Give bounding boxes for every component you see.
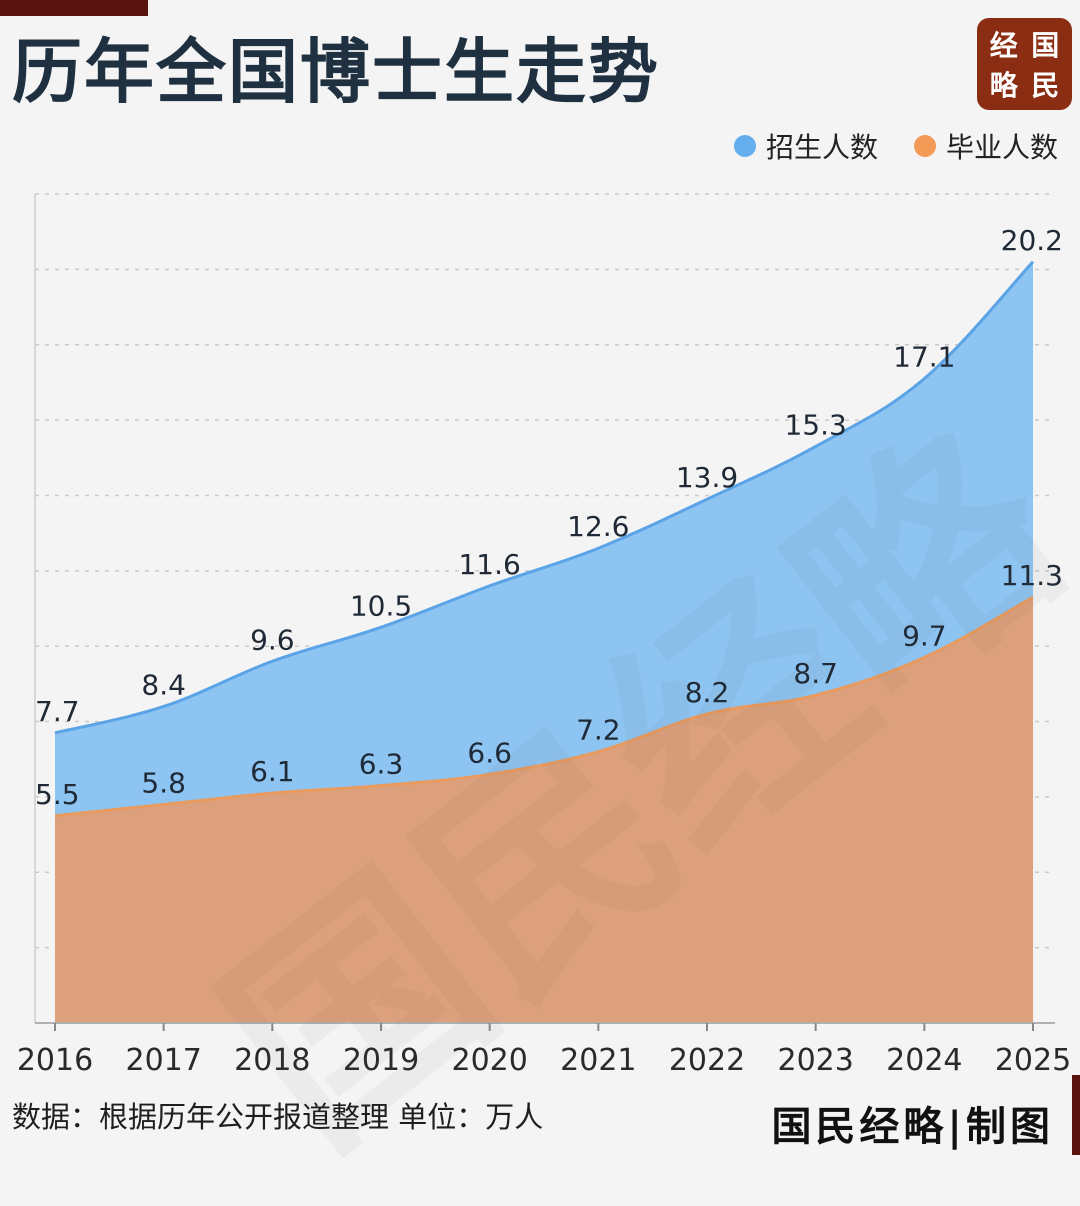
graduation-data-label: 6.3 (359, 748, 404, 781)
legend-item-graduation: 毕业人数 (913, 126, 1058, 166)
enrollment-line (54, 260, 1035, 735)
chart-legend: 招生人数 毕业人数 (733, 126, 1058, 166)
enrollment-data-label: 11.6 (458, 548, 520, 581)
enrollment-data-label: 9.6 (250, 623, 295, 656)
enrollment-data-label: 8.4 (141, 668, 186, 701)
legend-dot-icon (913, 135, 936, 157)
graduation-data-label: 11.3 (1001, 559, 1063, 592)
x-tick-label: 2025 (995, 1043, 1071, 1078)
x-tick-label: 2018 (234, 1043, 310, 1078)
x-tick-label: 2021 (560, 1043, 636, 1078)
graduation-data-label: 9.7 (902, 619, 947, 652)
brand-logo: 经 国 略 民 (977, 18, 1072, 110)
page-title: 历年全国博士生走势 (12, 31, 660, 113)
enrollment-data-label: 12.6 (567, 510, 629, 543)
top-accent-bar (0, 0, 148, 16)
graduation-data-label: 8.2 (685, 676, 730, 709)
enrollment-data-label: 15.3 (784, 408, 846, 441)
area-chart: 2016 2017 2018 2019 2020 2021 2022 2023 2024 2025… (17, 193, 1071, 1078)
logo-char: 经 (989, 29, 1018, 62)
graduation-area (55, 597, 1033, 1023)
graduation-data-label: 6.6 (467, 736, 512, 769)
graduation-data-label: 7.2 (576, 714, 621, 747)
x-tick-label: 2020 (451, 1043, 527, 1078)
x-tick-label: 2022 (669, 1043, 745, 1078)
enrollment-data-label: 13.9 (676, 461, 738, 494)
graduation-data-label: 8.7 (793, 657, 838, 690)
graduation-data-label: 5.8 (141, 766, 186, 799)
logo-char: 国 (1031, 29, 1060, 62)
legend-dot-icon (733, 135, 756, 157)
x-tick-label: 2024 (886, 1043, 962, 1078)
data-source-note: 数据：根据历年公开报道整理 单位：万人 (12, 1100, 544, 1134)
footer-accent-bar (1072, 1075, 1080, 1155)
graduation-line (54, 595, 1034, 818)
graduation-data-label: 5.5 (35, 778, 80, 811)
legend-label: 毕业人数 (945, 131, 1058, 164)
logo-char: 略 (989, 69, 1018, 102)
graduation-data-label: 6.1 (250, 755, 295, 788)
logo-char: 民 (1031, 69, 1060, 102)
enrollment-data-label: 17.1 (893, 341, 955, 374)
x-tick-label: 2017 (125, 1043, 201, 1078)
x-tick-label: 2019 (343, 1043, 419, 1078)
enrollment-data-label: 10.5 (350, 589, 412, 622)
enrollment-data-label: 20.2 (1001, 224, 1063, 257)
enrollment-data-label: 7.7 (35, 695, 80, 728)
legend-item-enrollment: 招生人数 (733, 126, 878, 166)
x-tick-label: 2016 (17, 1043, 93, 1078)
x-tick-label: 2023 (777, 1043, 853, 1078)
legend-label: 招生人数 (765, 131, 878, 164)
footer-brand: 国民经略|制图 (771, 1103, 1054, 1150)
